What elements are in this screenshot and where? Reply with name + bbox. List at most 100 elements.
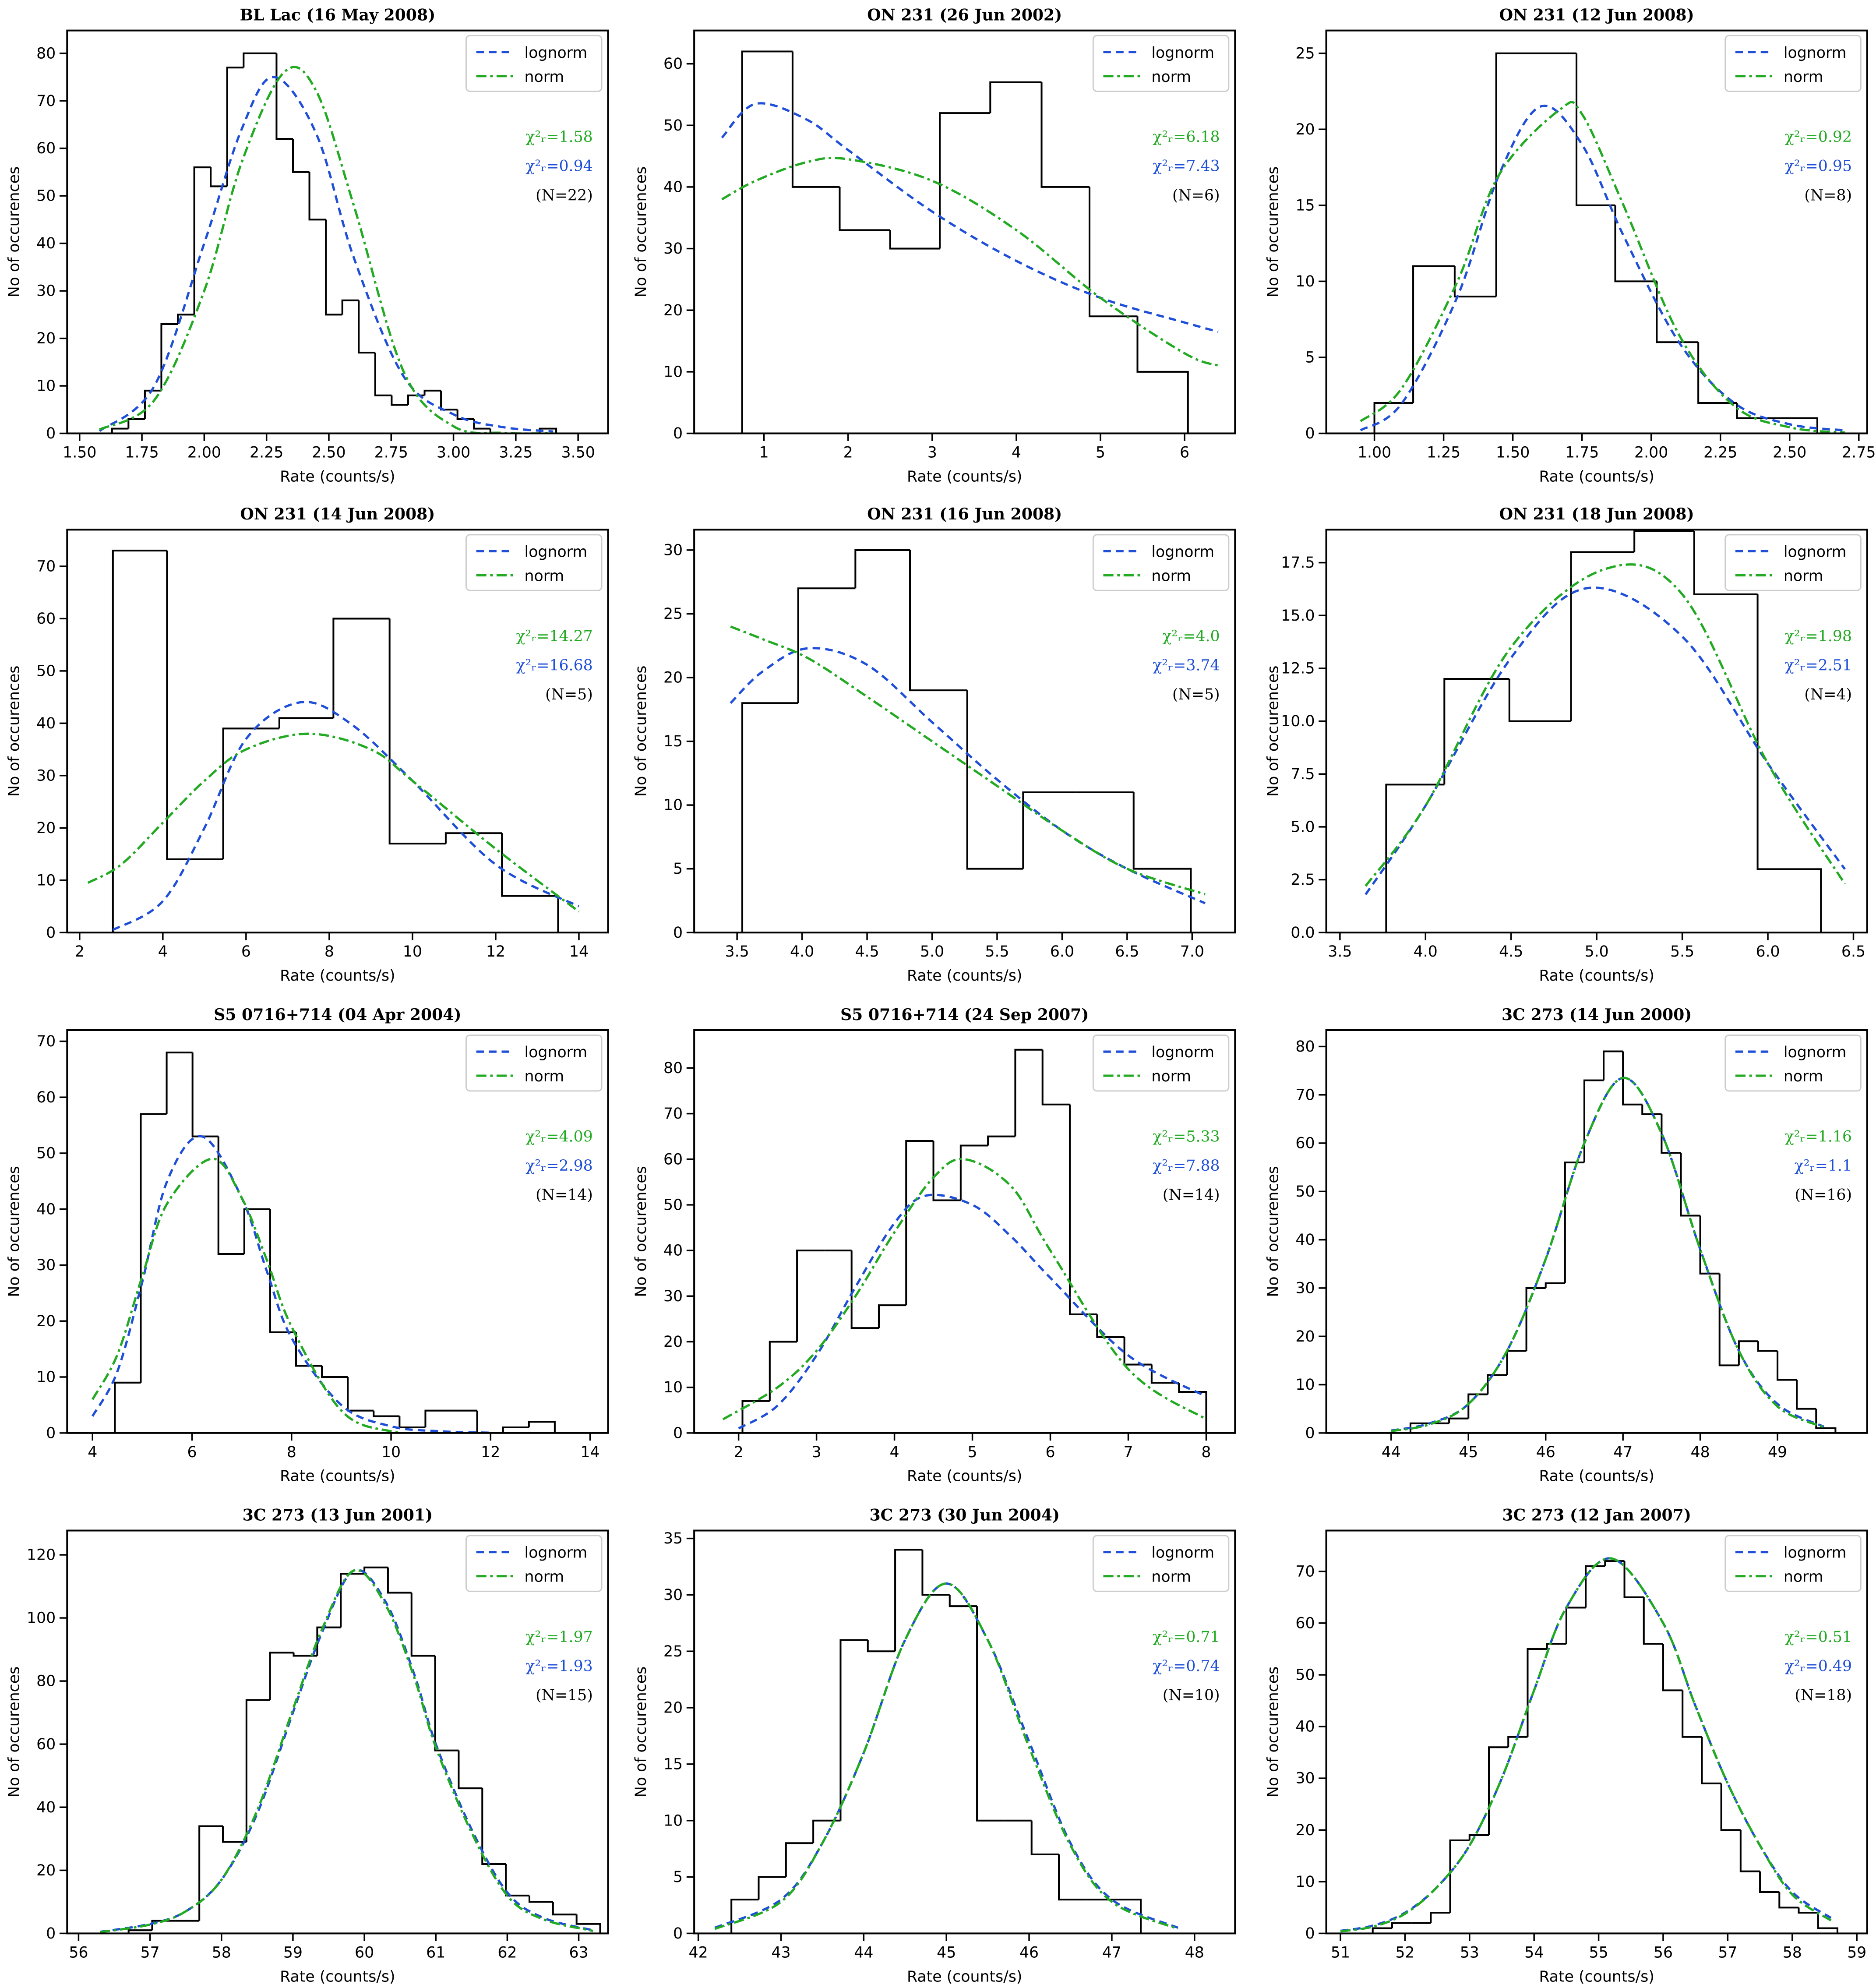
hist-bin <box>1448 1417 1469 1423</box>
x-tick-label: 2 <box>843 444 853 461</box>
hist-bin <box>166 551 223 860</box>
x-tick-label: 45 <box>1459 1444 1478 1461</box>
x-tick-label: 4 <box>1012 444 1021 461</box>
annotation: χ²ᵣ=0.94 <box>525 158 592 175</box>
annotation: χ²ᵣ=5.33 <box>1153 1128 1220 1145</box>
legend-box <box>465 1035 603 1092</box>
x-tick-label: 1.75 <box>1565 444 1599 461</box>
histogram <box>741 549 1192 933</box>
y-tick-label: 30 <box>663 240 683 258</box>
x-tick-label: 3 <box>927 444 937 461</box>
fit-curve <box>714 1582 1178 1930</box>
panel: ON 231 (26 Jun 2002) Rate (counts/s) No of… <box>632 6 1236 485</box>
y-tick-label: 70 <box>36 92 56 110</box>
hist-bin <box>387 1567 412 1594</box>
y-axis-label: No of occurences <box>1265 166 1282 297</box>
plot-frame <box>1325 1529 1868 1935</box>
hist-bin <box>1014 1049 1043 1137</box>
y-tick-label: 25 <box>1295 45 1315 62</box>
hist-bin <box>1661 1114 1681 1154</box>
hist-bin <box>575 1914 601 1934</box>
y-tick-label: 80 <box>1295 1038 1315 1056</box>
legend-label: norm <box>1151 1068 1191 1085</box>
y-tick-label: 10 <box>36 872 56 889</box>
plot-frame <box>693 529 1236 934</box>
hist-bin <box>1508 679 1571 722</box>
y-tick-label: 0 <box>46 1925 56 1942</box>
x-tick-label: 1.25 <box>1427 444 1460 461</box>
y-tick-label: 20 <box>663 302 683 319</box>
hist-bin <box>989 81 1042 113</box>
hist-bin <box>1817 1913 1838 1934</box>
hist-bin <box>1488 1746 1509 1836</box>
x-tick-label: 6.5 <box>1841 943 1865 960</box>
fit-curve <box>722 1158 1207 1420</box>
annotation: (N=14) <box>1163 1186 1220 1204</box>
y-tick-label: 80 <box>36 45 56 62</box>
x-tick-label: 60 <box>355 1944 374 1961</box>
fit-curve <box>1365 586 1846 895</box>
y-tick-label: 60 <box>663 55 683 73</box>
x-tick-label: 5.5 <box>1670 943 1694 960</box>
hist-bin <box>1453 266 1496 298</box>
x-tick-label: 4.0 <box>1414 943 1438 960</box>
x-tick-label: 46 <box>1019 1944 1039 1961</box>
y-tick-label: 20 <box>36 819 56 837</box>
annotation: χ²ᵣ=4.09 <box>525 1128 592 1145</box>
y-tick-label: 0 <box>673 425 683 442</box>
hist-bin <box>1068 1104 1097 1315</box>
y-tick-label: 50 <box>1295 1183 1315 1201</box>
hist-bin <box>1682 1690 1702 1738</box>
hist-bin <box>243 52 260 68</box>
hist-bin <box>1409 1422 1430 1433</box>
legend-box <box>1092 35 1230 92</box>
histogram <box>111 52 557 434</box>
x-tick-label: 62 <box>497 1944 517 1961</box>
annotation: χ²ᵣ=0.51 <box>1785 1628 1852 1646</box>
hist-bin <box>769 1341 797 1401</box>
annotation: χ²ᵣ=1.16 <box>1785 1128 1852 1145</box>
hist-bin <box>292 138 310 173</box>
x-tick-label: 10 <box>403 943 422 960</box>
annotation: χ²ᵣ=1.93 <box>525 1658 592 1675</box>
hist-bin <box>269 1209 296 1333</box>
y-axis-label: No of occurences <box>1265 1667 1282 1797</box>
annotation: χ²ᵣ=0.74 <box>1153 1658 1220 1675</box>
fit-curve <box>91 1135 491 1433</box>
legend-label: lognorm <box>525 1044 588 1061</box>
y-tick-label: 30 <box>1295 1279 1315 1297</box>
legend-label: lognorm <box>1151 44 1214 62</box>
hist-bin <box>293 1653 317 1657</box>
x-tick-label: 5 <box>1096 444 1105 461</box>
x-tick-label: 2.75 <box>374 444 408 461</box>
y-tick-label: 20 <box>663 669 683 687</box>
x-tick-label: 4.0 <box>790 943 814 960</box>
annotation: χ²ᵣ=1.58 <box>525 128 592 146</box>
fit-curve <box>1340 1557 1832 1933</box>
annotation: χ²ᵣ=0.71 <box>1153 1628 1220 1646</box>
y-axis-label: No of occurences <box>632 1166 650 1297</box>
hist-bin <box>1583 1079 1604 1163</box>
legend-label: norm <box>525 1568 564 1586</box>
hist-bin <box>1564 1162 1584 1283</box>
x-tick-label: 56 <box>69 1944 88 1961</box>
y-tick-label: 15.0 <box>1281 607 1315 625</box>
x-tick-label: 1.50 <box>63 444 96 461</box>
x-tick-label: 59 <box>283 1944 303 1961</box>
histogram <box>741 1049 1207 1433</box>
x-tick-label: 5.0 <box>1585 943 1609 960</box>
panel-title: ON 231 (18 Jun 2008) <box>1499 505 1694 523</box>
x-tick-label: 6 <box>241 943 251 960</box>
hist-bin <box>1495 52 1535 297</box>
annotation: χ²ᵣ=6.18 <box>1153 128 1220 146</box>
fit-curve <box>1365 563 1846 887</box>
hist-bin <box>1467 1393 1488 1419</box>
fit-curve <box>91 1158 491 1433</box>
x-tick-label: 3 <box>812 1444 822 1461</box>
x-tick-label: 3.25 <box>499 444 532 461</box>
hist-bin <box>1373 402 1414 434</box>
hist-bin <box>1391 1922 1412 1928</box>
y-tick-label: 40 <box>36 1201 56 1218</box>
x-axis-label: Rate (counts/s) <box>907 468 1022 485</box>
plot-frame <box>693 1529 1236 1935</box>
